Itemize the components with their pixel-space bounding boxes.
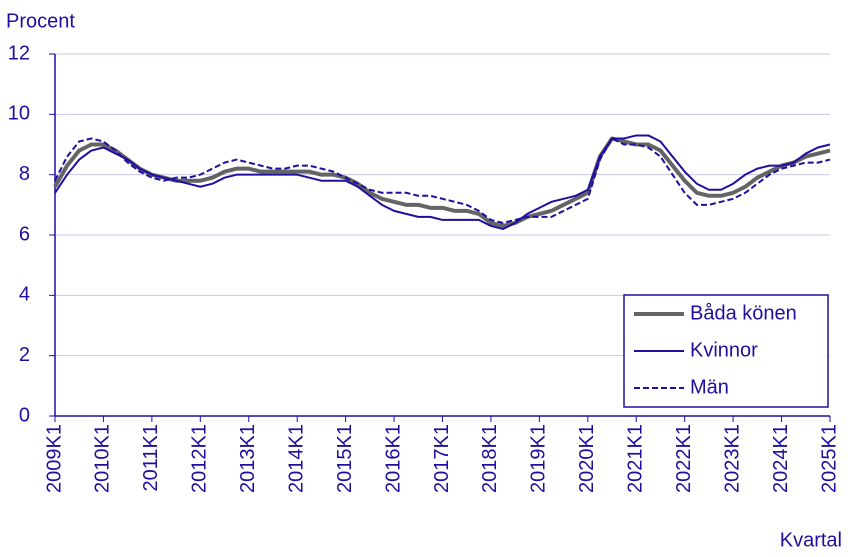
y-axis-label: Procent	[6, 10, 75, 32]
x-tick-label: 2023K1	[721, 424, 743, 493]
y-tick-label: 6	[19, 223, 30, 245]
x-tick-label: 2019K1	[528, 424, 550, 493]
y-tick-label: 4	[19, 284, 30, 306]
y-tick-label: 10	[8, 103, 30, 125]
y-tick-label: 0	[19, 404, 30, 426]
y-tick-label: 8	[19, 163, 30, 185]
legend-label: Män	[690, 376, 729, 398]
x-tick-label: 2017K1	[431, 424, 453, 493]
x-tick-label: 2009K1	[43, 424, 65, 493]
x-tick-label: 2013K1	[237, 424, 259, 493]
x-tick-label: 2014K1	[285, 424, 307, 493]
x-tick-label: 2010K1	[92, 424, 114, 493]
x-axis-label: Kvartal	[780, 529, 842, 551]
x-tick-label: 2016K1	[382, 424, 404, 493]
line	[53, 136, 831, 228]
legend-label: Kvinnor	[690, 339, 758, 361]
y-tick-label: 12	[8, 42, 30, 64]
x-tick-label: 2025K1	[818, 424, 840, 493]
y-tick-label: 2	[19, 344, 30, 366]
x-tick-label: 2024K1	[770, 424, 792, 493]
x-tick-label: 2018K1	[479, 424, 501, 493]
x-tick-label: 2020K1	[576, 424, 598, 493]
line	[54, 134, 831, 230]
x-tick-label: 2011K1	[140, 424, 162, 491]
x-tick-label: 2022K1	[673, 424, 695, 493]
x-tick-label: 2015K1	[334, 424, 356, 493]
legend: Båda könen Kvinnor Män	[623, 294, 829, 408]
x-tick-label: 2021K1	[625, 424, 647, 493]
x-tick-label: 2012K1	[189, 424, 211, 493]
line	[54, 137, 831, 224]
legend-label: Båda könen	[690, 302, 797, 324]
